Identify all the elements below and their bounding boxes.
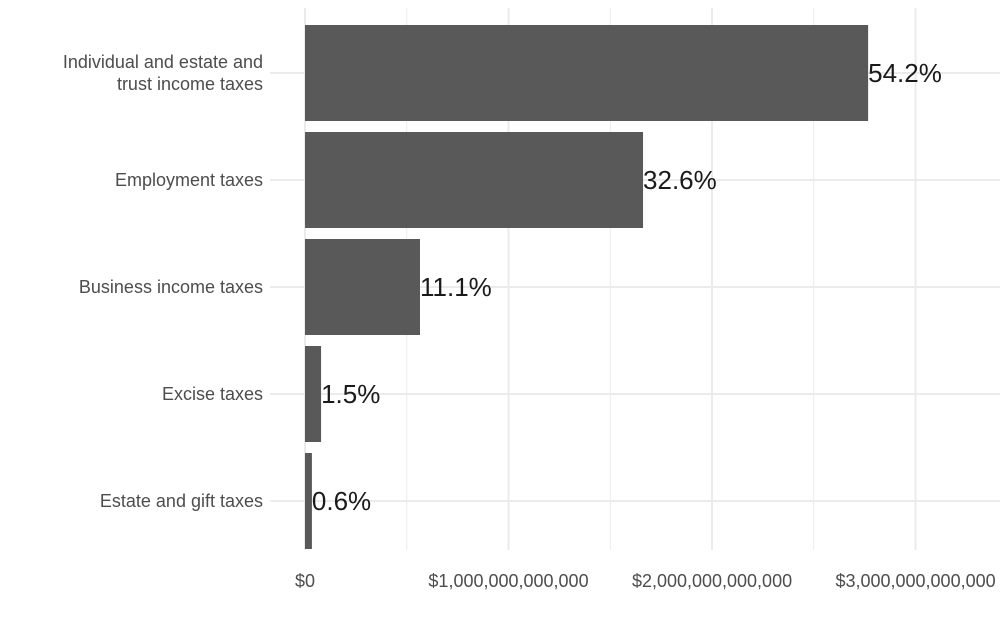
x-tick-label: $0: [295, 571, 315, 591]
bar: [305, 132, 644, 228]
bar: [305, 239, 420, 335]
bar: [305, 25, 869, 121]
data-label: 32.6%: [643, 165, 717, 195]
data-label: 11.1%: [420, 272, 492, 302]
category-label-line: Individual and estate and: [63, 52, 263, 72]
category-label-line: Business income taxes: [79, 277, 263, 297]
category-label-line: Employment taxes: [115, 170, 263, 190]
bar: [305, 346, 322, 442]
data-label: 1.5%: [321, 379, 380, 409]
category-label-line: trust income taxes: [117, 74, 263, 94]
x-tick-label: $3,000,000,000,000: [835, 571, 995, 591]
category-label: Excise taxes: [162, 384, 263, 404]
data-label: 0.6%: [312, 486, 371, 516]
category-label: Business income taxes: [79, 277, 263, 297]
category-label-line: Estate and gift taxes: [100, 491, 263, 511]
data-label: 54.2%: [868, 58, 942, 88]
category-label: Estate and gift taxes: [100, 491, 263, 511]
category-label: Employment taxes: [115, 170, 263, 190]
category-label: Individual and estate and trust income ta…: [63, 52, 263, 94]
category-label-line: Excise taxes: [162, 384, 263, 404]
bar: [305, 453, 312, 549]
x-tick-label: $2,000,000,000,000: [632, 571, 792, 591]
x-tick-label: $1,000,000,000,000: [428, 571, 588, 591]
